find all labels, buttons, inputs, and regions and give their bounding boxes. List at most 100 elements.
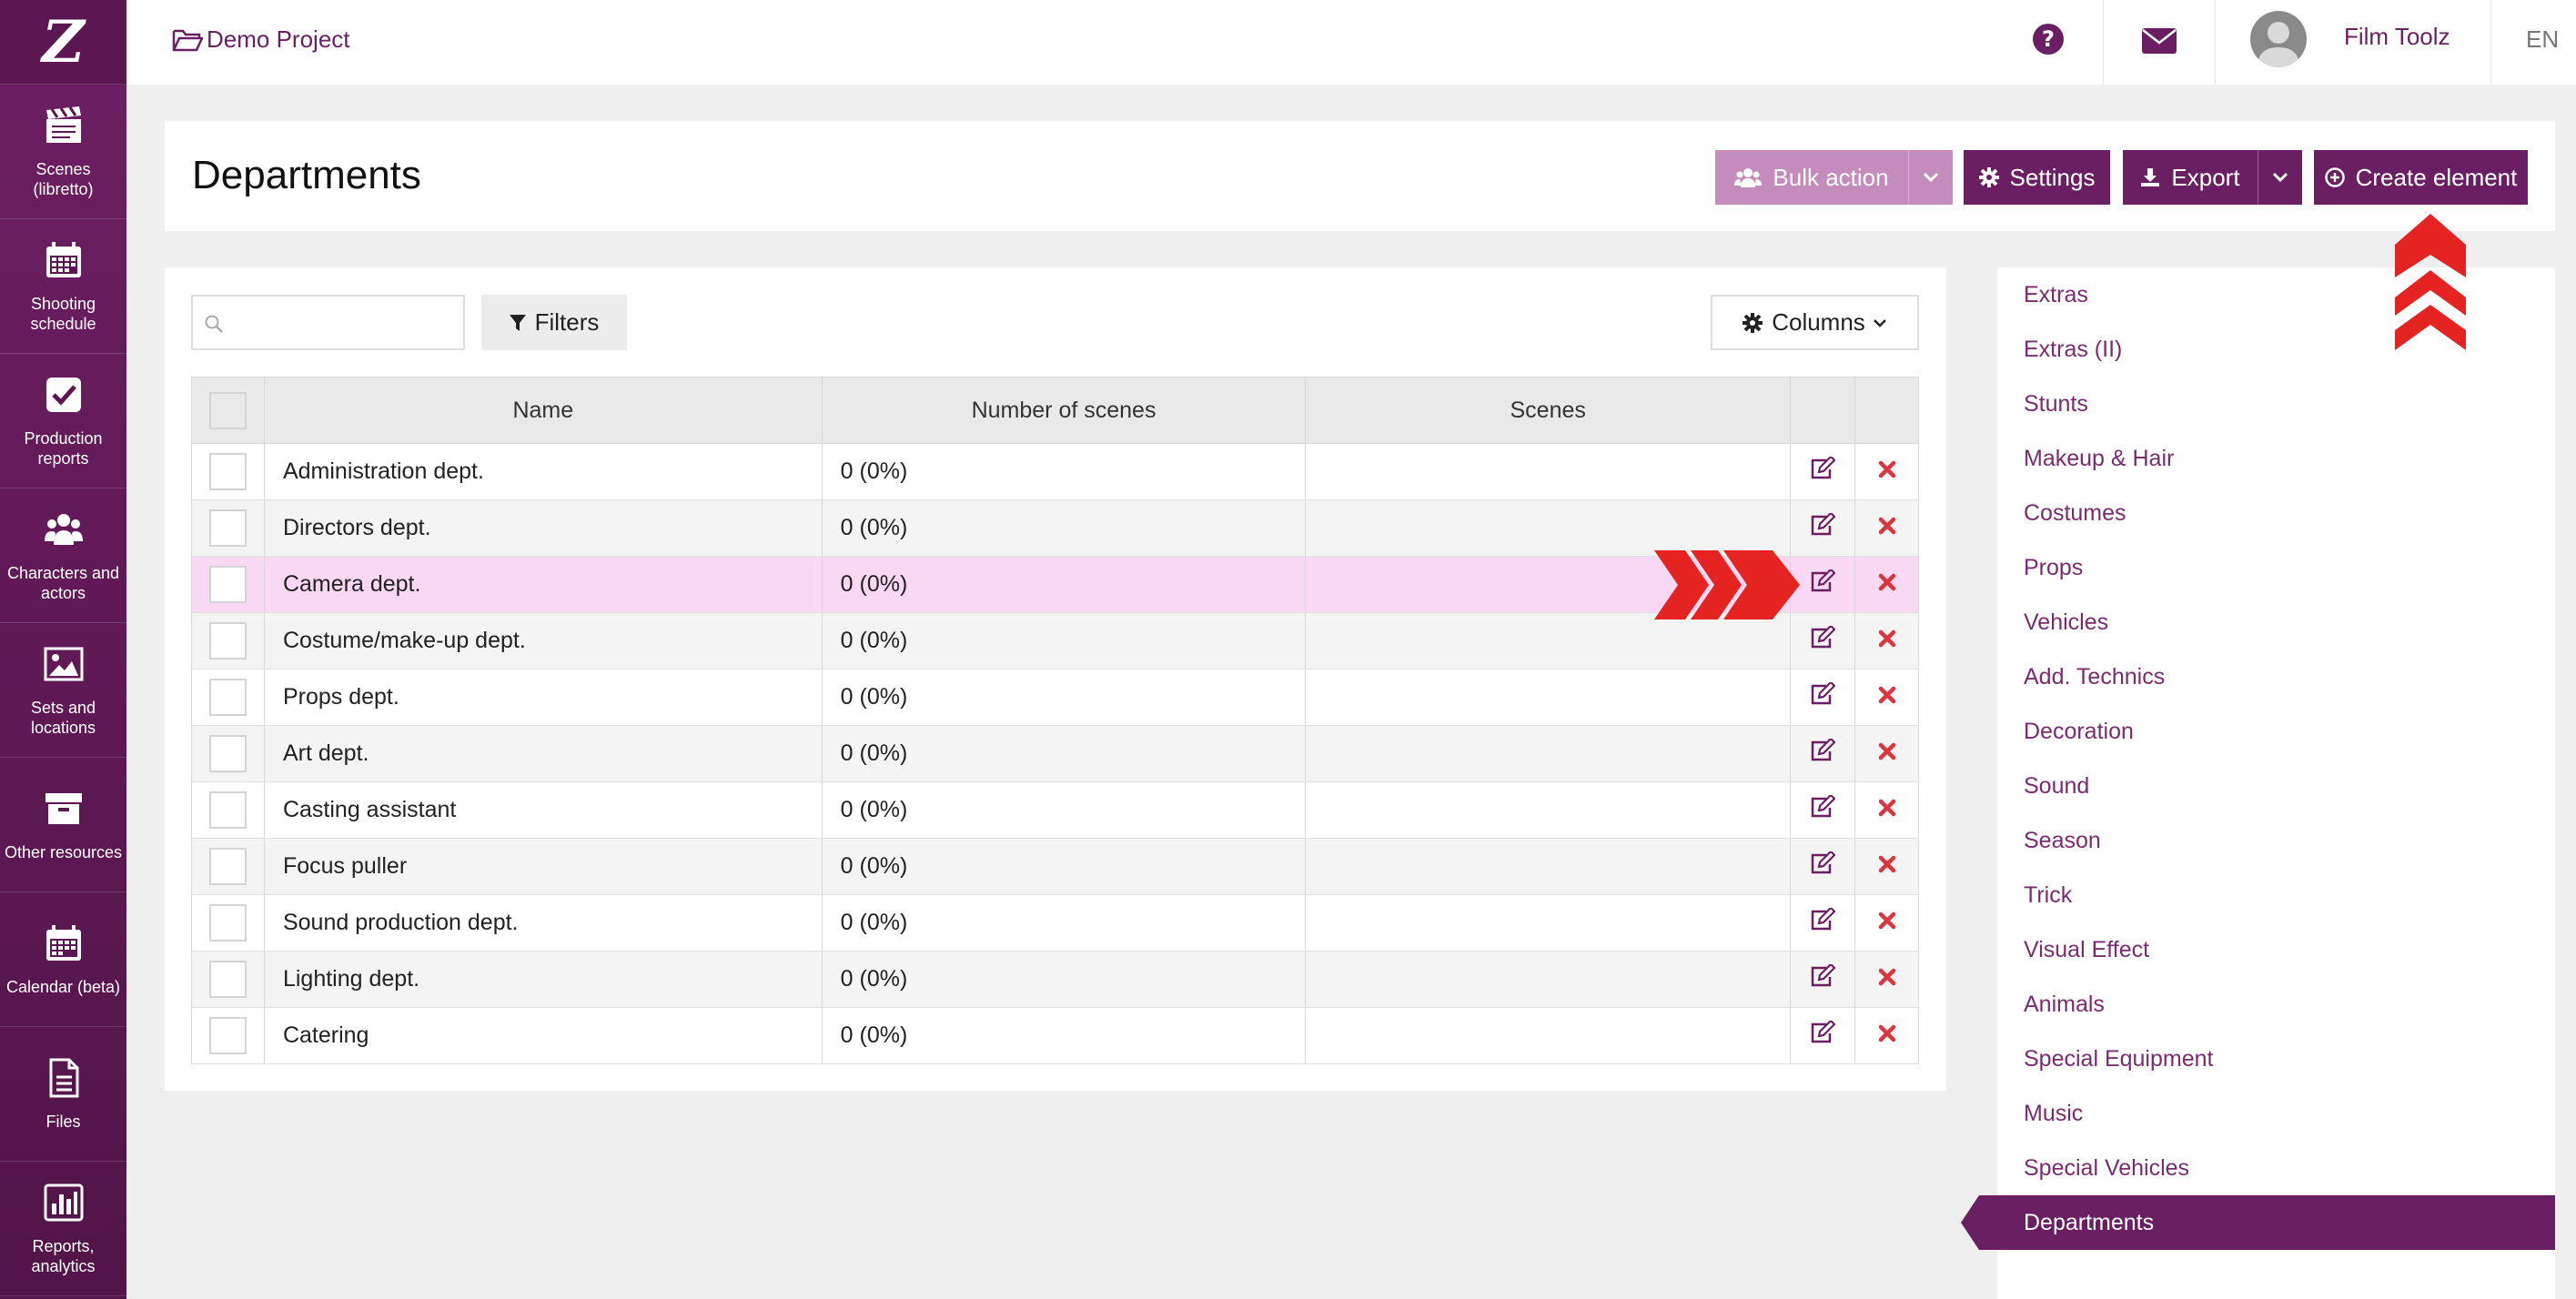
delete-icon[interactable] — [1878, 799, 1896, 817]
edit-icon[interactable] — [1810, 624, 1836, 650]
edit-icon[interactable] — [1810, 737, 1836, 762]
table-row[interactable]: Casting assistant 0 (0%) — [191, 781, 1919, 839]
nav-item-shooting-schedule[interactable]: Shooting schedule — [0, 219, 126, 354]
delete-icon[interactable] — [1878, 968, 1896, 986]
category-item[interactable]: Decoration — [2024, 719, 2134, 744]
avatar[interactable] — [2250, 11, 2307, 67]
scene-count: 0 (0%) — [821, 725, 1307, 782]
category-item[interactable]: Music — [2024, 1101, 2084, 1126]
category-item[interactable]: Stunts — [2024, 391, 2088, 417]
app-logo[interactable]: Z — [0, 0, 126, 85]
edit-icon[interactable] — [1810, 511, 1836, 537]
nav-item-characters[interactable]: Characters and actors — [0, 488, 126, 623]
category-item[interactable]: Trick — [2024, 882, 2073, 908]
bulk-action-dropdown[interactable] — [1908, 150, 1953, 205]
nav-item-files[interactable]: Files — [0, 1027, 126, 1162]
sidebar: Z Scenes (libretto) Shooting schedule Pr… — [0, 0, 126, 1299]
row-checkbox[interactable] — [208, 566, 247, 603]
nav-item-production-reports[interactable]: Production reports — [0, 354, 126, 488]
project-link[interactable]: Demo Project — [172, 25, 350, 54]
help-button[interactable]: ? — [2032, 23, 2065, 60]
edit-icon[interactable] — [1810, 1019, 1836, 1044]
row-select-cell — [191, 499, 265, 557]
delete-icon[interactable] — [1878, 911, 1896, 930]
delete-icon[interactable] — [1878, 517, 1896, 535]
edit-icon[interactable] — [1810, 568, 1836, 593]
category-item[interactable]: Vehicles — [2024, 609, 2109, 635]
category-item[interactable]: Special Equipment — [2024, 1046, 2214, 1072]
category-item-active[interactable]: Departments — [1961, 1195, 2555, 1250]
delete-icon[interactable] — [1878, 742, 1896, 760]
table-row[interactable]: Art dept. 0 (0%) — [191, 725, 1919, 782]
edit-icon[interactable] — [1810, 850, 1836, 875]
edit-icon[interactable] — [1810, 793, 1836, 819]
messages-button[interactable] — [2141, 27, 2177, 59]
nav-item-other-resources[interactable]: Other resources — [0, 758, 126, 892]
export-button[interactable]: Export — [2123, 150, 2258, 205]
row-checkbox[interactable] — [208, 679, 247, 716]
edit-cell — [1790, 556, 1855, 613]
column-header-name[interactable]: Name — [263, 377, 823, 444]
row-checkbox[interactable] — [208, 848, 247, 885]
column-header-scenes[interactable]: Scenes — [1305, 377, 1792, 444]
row-select-cell — [191, 669, 265, 726]
delete-icon[interactable] — [1878, 1024, 1896, 1042]
row-checkbox[interactable] — [208, 509, 247, 547]
row-select-cell — [191, 1007, 265, 1064]
table-row[interactable]: Props dept. 0 (0%) — [191, 669, 1919, 726]
export-dropdown[interactable] — [2258, 150, 2302, 205]
delete-icon[interactable] — [1878, 686, 1896, 704]
row-checkbox[interactable] — [208, 904, 247, 942]
settings-button[interactable]: Settings — [1964, 150, 2110, 205]
scene-list — [1305, 443, 1792, 500]
delete-icon[interactable] — [1878, 460, 1896, 478]
row-checkbox[interactable] — [208, 735, 247, 772]
category-item[interactable]: Add. Technics — [2024, 664, 2166, 690]
category-item[interactable]: Costumes — [2024, 500, 2126, 526]
table-row[interactable]: Directors dept. 0 (0%) — [191, 499, 1919, 557]
row-checkbox[interactable] — [208, 1017, 247, 1054]
table-row[interactable]: Sound production dept. 0 (0%) — [191, 894, 1919, 952]
delete-cell — [1854, 951, 1919, 1008]
row-select-cell — [191, 725, 265, 782]
row-checkbox[interactable] — [208, 622, 247, 660]
table-row[interactable]: Focus puller 0 (0%) — [191, 838, 1919, 895]
table-row[interactable]: Catering 0 (0%) — [191, 1007, 1919, 1064]
category-item[interactable]: Visual Effect — [2024, 937, 2150, 962]
select-all-checkbox[interactable] — [208, 391, 247, 429]
nav-item-calendar[interactable]: Calendar (beta) — [0, 892, 126, 1027]
category-item[interactable]: Extras (II) — [2024, 337, 2123, 362]
category-item[interactable]: Special Vehicles — [2024, 1155, 2190, 1181]
category-item[interactable]: Sound — [2024, 773, 2090, 799]
table-row[interactable]: Lighting dept. 0 (0%) — [191, 951, 1919, 1008]
filter-icon — [509, 314, 526, 331]
edit-icon[interactable] — [1810, 455, 1836, 480]
column-header-count[interactable]: Number of scenes — [821, 377, 1307, 444]
edit-icon[interactable] — [1810, 906, 1836, 931]
user-name[interactable]: Film Toolz — [2344, 23, 2450, 50]
search-input[interactable] — [191, 295, 465, 350]
nav-item-reports[interactable]: Reports, analytics — [0, 1162, 126, 1296]
row-checkbox[interactable] — [208, 453, 247, 490]
filters-button[interactable]: Filters — [481, 295, 627, 350]
category-item[interactable]: Props — [2024, 555, 2084, 580]
columns-button[interactable]: Columns — [1711, 295, 1919, 350]
table-row[interactable]: Administration dept. 0 (0%) — [191, 443, 1919, 500]
language-switch[interactable]: EN — [2526, 25, 2560, 53]
create-element-button[interactable]: Create element — [2314, 150, 2528, 205]
nav-item-scenes[interactable]: Scenes (libretto) — [0, 85, 126, 219]
table-row[interactable]: Costume/make-up dept. 0 (0%) — [191, 612, 1919, 670]
edit-icon[interactable] — [1810, 962, 1836, 988]
row-checkbox[interactable] — [208, 791, 247, 829]
category-item[interactable]: Extras — [2024, 282, 2088, 307]
category-item[interactable]: Animals — [2024, 992, 2105, 1017]
bulk-action-button[interactable]: Bulk action — [1715, 150, 1908, 205]
delete-icon[interactable] — [1878, 855, 1896, 873]
nav-item-sets-locations[interactable]: Sets and locations — [0, 623, 126, 758]
delete-icon[interactable] — [1878, 629, 1896, 648]
category-item[interactable]: Makeup & Hair — [2024, 446, 2175, 471]
category-item[interactable]: Season — [2024, 828, 2101, 853]
edit-icon[interactable] — [1810, 680, 1836, 706]
delete-icon[interactable] — [1878, 573, 1896, 591]
row-checkbox[interactable] — [208, 961, 247, 998]
